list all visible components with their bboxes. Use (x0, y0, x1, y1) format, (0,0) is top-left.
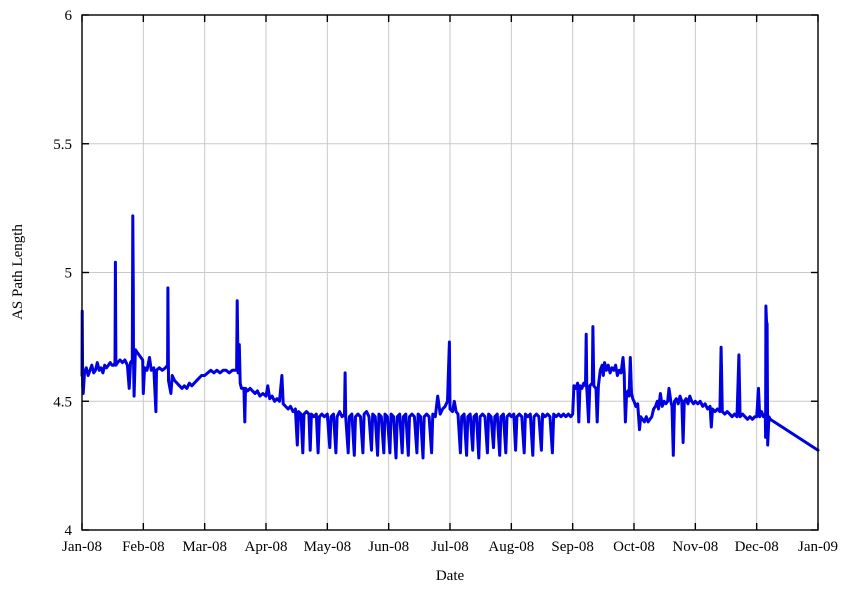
grid-layer (82, 15, 818, 530)
x-tick-label: Dec-08 (735, 539, 779, 555)
series-layer (80, 214, 820, 460)
data-series-line (80, 214, 820, 460)
x-tick-label: Oct-08 (613, 539, 655, 555)
x-tick-label: Sep-08 (551, 539, 594, 555)
plot-border (81, 14, 819, 531)
y-tick-label: 6 (65, 8, 73, 24)
y-axis-title: AS Path Length (10, 224, 26, 320)
x-tick-label: May-08 (304, 539, 352, 555)
x-tick-label: Aug-08 (488, 539, 534, 555)
x-tick-label: Mar-08 (182, 539, 227, 555)
x-tick-label: Nov-08 (672, 539, 718, 555)
y-tick-label: 5.5 (53, 137, 72, 153)
y-tick-label: 5 (65, 266, 73, 282)
x-tick-label: Apr-08 (244, 539, 287, 555)
y-tick-label: 4.5 (53, 394, 72, 410)
y-tick-label: 4 (65, 523, 73, 539)
x-tick-label: Jun-08 (368, 539, 409, 555)
x-tick-label: Feb-08 (122, 539, 165, 555)
axis-layer (81, 14, 819, 531)
tick-label-layer: Jan-08 Feb-08 Mar-08 Apr-08 May-08 Jun-08 Jul-… (53, 8, 838, 555)
x-tick-label: Jul-08 (431, 539, 469, 555)
x-axis-title: Date (436, 568, 465, 584)
x-tick-label: Jan-08 (62, 539, 102, 555)
x-tick-label: Jan-09 (798, 539, 838, 555)
